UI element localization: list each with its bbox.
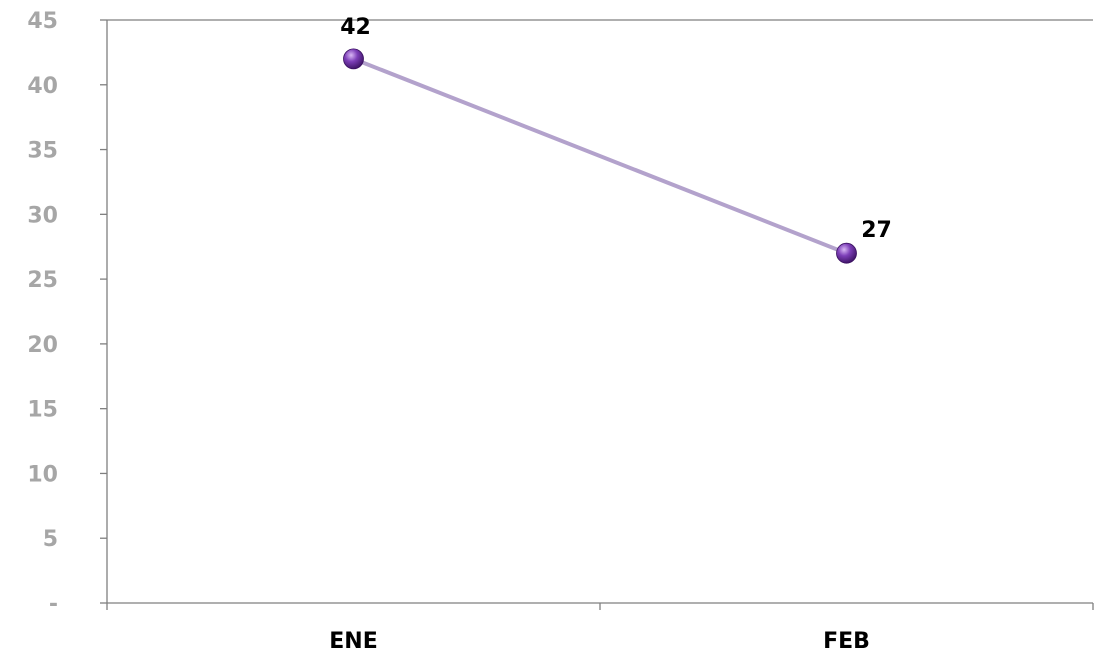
y-tick-label: 45 [27,9,58,34]
y-tick-label: 35 [27,139,58,164]
y-tick-label: - [49,592,58,617]
series-layer [343,48,857,264]
data-label: 27 [861,218,892,243]
data-label: 42 [340,15,371,40]
labels-layer: - 5 10 15 20 25 30 35 40 45 ENE FEB 42 27 [27,9,891,654]
x-tick-label: ENE [329,629,377,654]
y-tick-label: 5 [43,527,58,552]
y-tick-label: 20 [27,333,58,358]
y-tick-label: 30 [27,203,58,228]
y-tick-label: 25 [27,268,58,293]
x-tick-label: FEB [823,629,870,654]
data-point-marker [836,242,857,264]
data-point-marker [343,48,364,70]
y-tick-label: 10 [27,462,58,487]
y-tick-label: 15 [27,398,58,423]
y-tick-label: 40 [27,74,58,99]
axes-layer [100,19,1094,610]
series-line [351,56,849,256]
